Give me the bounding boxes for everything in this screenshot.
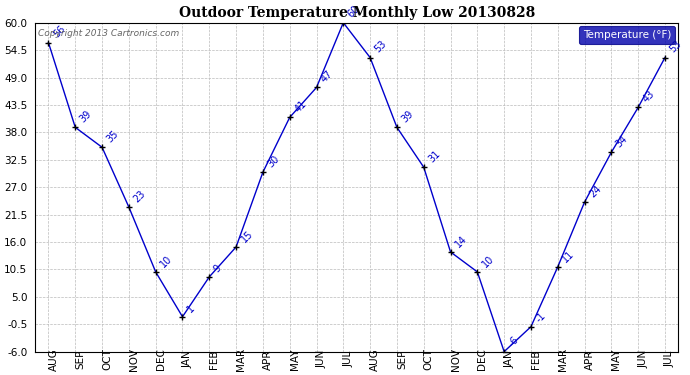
Text: 34: 34 <box>614 134 630 150</box>
Text: 35: 35 <box>105 129 121 144</box>
Text: 14: 14 <box>453 234 469 249</box>
Text: 39: 39 <box>78 109 94 124</box>
Text: 31: 31 <box>426 149 442 165</box>
Text: Copyright 2013 Cartronics.com: Copyright 2013 Cartronics.com <box>38 29 179 38</box>
Legend: Temperature (°F): Temperature (°F) <box>578 26 676 44</box>
Text: 60: 60 <box>346 4 362 20</box>
Text: 53: 53 <box>668 39 684 55</box>
Text: -1: -1 <box>534 310 548 324</box>
Text: 11: 11 <box>560 248 576 264</box>
Text: -6: -6 <box>507 335 521 349</box>
Text: 10: 10 <box>159 254 174 269</box>
Text: 39: 39 <box>400 109 415 124</box>
Text: 47: 47 <box>319 69 335 85</box>
Text: 56: 56 <box>51 24 67 40</box>
Text: 23: 23 <box>132 189 148 204</box>
Text: 24: 24 <box>587 183 603 200</box>
Text: 9: 9 <box>212 263 224 274</box>
Text: 41: 41 <box>293 99 308 115</box>
Text: 43: 43 <box>641 89 657 105</box>
Text: 15: 15 <box>239 228 255 244</box>
Title: Outdoor Temperature Monthly Low 20130828: Outdoor Temperature Monthly Low 20130828 <box>179 6 535 20</box>
Text: 10: 10 <box>480 254 496 269</box>
Text: 1: 1 <box>185 303 197 314</box>
Text: 53: 53 <box>373 39 388 55</box>
Text: 30: 30 <box>266 154 282 170</box>
